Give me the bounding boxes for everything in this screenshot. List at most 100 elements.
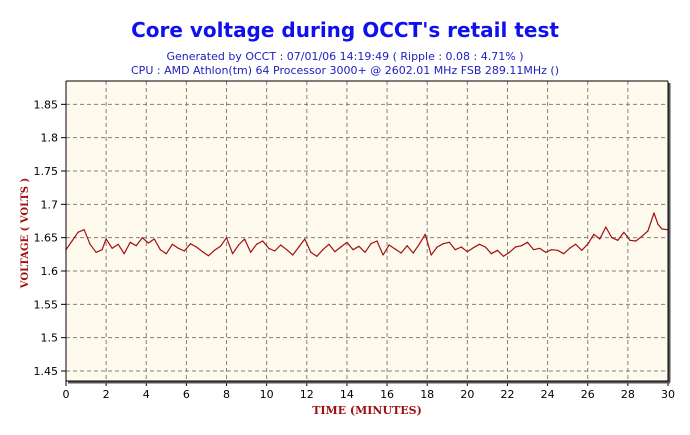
y-tick-label: 1.85 [34, 98, 59, 111]
x-tick-label: 8 [223, 388, 230, 401]
data-point [575, 243, 577, 245]
voltage-series-line [65, 212, 669, 257]
data-point [135, 245, 137, 247]
y-tick-label: 1.6 [41, 265, 59, 278]
data-point [274, 250, 276, 252]
data-point [286, 249, 288, 251]
data-point [508, 251, 511, 253]
data-point [165, 253, 167, 255]
data-point [661, 228, 663, 230]
data-point [183, 250, 185, 252]
y-tick-label: 1.8 [41, 132, 59, 145]
data-point [310, 251, 312, 253]
data-point [532, 249, 535, 251]
data-point [538, 247, 541, 249]
data-point [129, 241, 131, 243]
data-point [406, 245, 408, 247]
data-point [153, 238, 155, 240]
data-point [472, 247, 474, 249]
x-tick-label: 26 [581, 388, 595, 401]
data-point [268, 247, 270, 249]
data-point [388, 244, 390, 246]
data-point [159, 249, 161, 251]
x-tick-label: 14 [340, 388, 354, 401]
data-point [502, 255, 505, 257]
x-tick-label: 6 [183, 388, 190, 401]
data-point [593, 233, 595, 235]
data-point [111, 247, 113, 249]
axes [65, 80, 671, 384]
data-point [653, 212, 655, 214]
data-point [171, 243, 173, 245]
data-point [514, 246, 517, 248]
data-point [557, 249, 559, 251]
data-point [250, 251, 252, 253]
data-point [394, 248, 396, 250]
data-point [442, 243, 444, 245]
data-point [454, 249, 456, 251]
y-tick-label: 1.65 [34, 232, 59, 245]
data-point [478, 243, 480, 245]
data-point [424, 233, 426, 235]
data-point [641, 235, 643, 237]
data-point [328, 243, 330, 245]
data-point [219, 245, 222, 247]
axis-ticks: 0 2 4 6 8 10 12 14 16 18 20 22 24 26 28 301.451.51.551.… [34, 98, 676, 401]
x-tick-label: 0 [63, 388, 70, 401]
x-tick-label: 24 [541, 388, 555, 401]
data-point [77, 231, 79, 233]
data-point [448, 241, 450, 243]
data-point [207, 255, 210, 257]
data-point [316, 255, 318, 257]
data-point [617, 239, 619, 241]
data-point [177, 247, 179, 249]
data-point [490, 253, 493, 255]
y-axis-label: VOLTAGE ( VOLTS ) [20, 178, 31, 289]
data-point [563, 253, 565, 255]
x-tick-label: 10 [260, 388, 274, 401]
data-point [635, 240, 637, 242]
data-point [400, 252, 402, 254]
data-point [117, 243, 119, 245]
data-point [147, 242, 149, 244]
x-axis-label: TIME (MINUTES) [312, 404, 422, 417]
data-point [484, 246, 486, 248]
data-point [544, 251, 547, 253]
data-point [83, 229, 85, 231]
data-point [346, 241, 348, 243]
data-point [551, 249, 553, 251]
data-point [466, 251, 468, 253]
data-point [237, 244, 240, 246]
data-point [611, 237, 613, 239]
data-point [526, 241, 529, 243]
data-point [629, 239, 631, 241]
chart-subtitle-cpu: CPU : AMD Athlon(tm) 64 Processor 3000+ … [131, 64, 559, 77]
chart-subtitle-generated: Generated by OCCT : 07/01/06 14:19:49 ( … [166, 50, 524, 63]
data-point [418, 243, 420, 245]
data-point [71, 240, 73, 242]
data-point [430, 254, 432, 256]
data-point [262, 240, 264, 242]
data-point [460, 246, 462, 248]
data-point [225, 237, 228, 239]
data-point [213, 249, 216, 251]
grid-lines [66, 81, 668, 381]
data-point [376, 240, 378, 242]
data-point [105, 238, 107, 240]
data-point [141, 237, 143, 239]
y-tick-label: 1.5 [41, 332, 59, 345]
data-point [364, 251, 366, 253]
data-point [322, 249, 324, 251]
data-point [243, 238, 246, 240]
data-point [382, 254, 384, 256]
data-point [436, 246, 438, 248]
data-point [256, 243, 258, 245]
data-point [587, 243, 589, 245]
data-point [647, 230, 649, 232]
data-point [292, 254, 294, 256]
data-point [280, 244, 282, 246]
x-tick-label: 18 [420, 388, 434, 401]
plot-area [66, 81, 668, 381]
x-tick-label: 20 [460, 388, 474, 401]
